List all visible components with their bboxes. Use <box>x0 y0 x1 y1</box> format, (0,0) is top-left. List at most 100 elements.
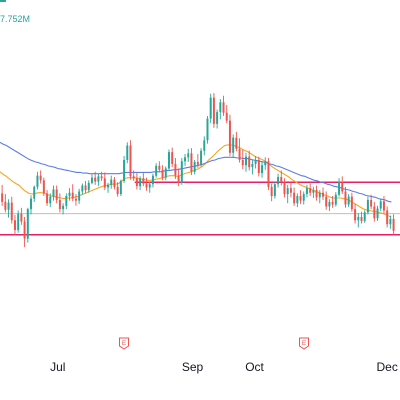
candle-body <box>341 181 344 192</box>
volume-readout: 7.752M <box>0 14 30 24</box>
candle <box>74 194 77 206</box>
chart-area[interactable]: 7.752M <box>0 0 400 354</box>
candle <box>347 194 350 208</box>
candle <box>20 207 23 225</box>
candle <box>382 196 385 214</box>
candle <box>97 173 100 187</box>
candle <box>107 182 110 193</box>
candle-body <box>200 150 203 165</box>
candle-body <box>261 165 264 174</box>
candle-body <box>164 168 167 178</box>
candle-body <box>331 201 334 205</box>
candle <box>33 185 36 202</box>
candle-body <box>305 188 308 195</box>
candle <box>379 198 382 212</box>
candle-body <box>264 161 267 166</box>
candle <box>309 183 312 197</box>
candle <box>87 180 90 193</box>
candle-body <box>228 120 231 153</box>
candle-body <box>219 102 222 113</box>
candle <box>334 192 337 207</box>
candle-body <box>347 196 350 205</box>
candle <box>158 161 161 173</box>
candle-body <box>90 177 93 183</box>
candle <box>296 193 299 208</box>
candle <box>389 215 392 229</box>
candle <box>228 114 231 157</box>
candle <box>148 181 151 193</box>
candle-body <box>116 186 119 195</box>
candle <box>338 178 341 197</box>
candle-body <box>334 194 337 205</box>
candle-body <box>360 216 363 221</box>
candle <box>10 196 13 224</box>
candle <box>36 171 39 190</box>
candle-body <box>174 163 177 176</box>
candle <box>151 173 154 188</box>
volume-readout-value: 7.752M <box>0 14 31 24</box>
candle <box>167 149 170 170</box>
price-chart[interactable] <box>0 0 400 354</box>
candle <box>280 170 283 186</box>
candle-body <box>161 169 164 178</box>
candle-body <box>62 205 65 210</box>
candle <box>142 173 145 187</box>
candle <box>203 136 206 156</box>
candle <box>270 183 273 202</box>
corner-mark <box>0 0 6 2</box>
candle <box>216 109 219 129</box>
candle-body <box>26 209 29 239</box>
candle-body <box>10 202 13 221</box>
candle <box>116 182 119 197</box>
candle <box>289 182 292 198</box>
candle-body <box>103 178 106 188</box>
ma_slow-line <box>0 141 392 203</box>
candle-body <box>68 192 71 197</box>
candle-body <box>119 180 122 195</box>
candle <box>55 185 58 204</box>
candle-body <box>142 178 145 184</box>
candle <box>187 148 190 162</box>
candle-body <box>65 196 68 206</box>
candle-body <box>232 137 235 153</box>
candle-body <box>171 152 174 164</box>
candle <box>90 174 93 185</box>
candle-body <box>7 202 10 210</box>
candle <box>341 176 344 195</box>
candle-body <box>167 152 170 169</box>
candle <box>161 165 164 181</box>
candle-body <box>254 159 257 164</box>
candle <box>373 201 376 222</box>
earnings-marker-icon[interactable]: E <box>298 337 309 350</box>
candle-body <box>267 161 270 187</box>
month-label: Oct <box>245 360 264 374</box>
candle-body <box>350 196 353 210</box>
candle <box>322 187 324 200</box>
candle <box>23 216 26 248</box>
candle <box>225 104 228 124</box>
candle <box>17 210 20 233</box>
candle <box>49 193 52 208</box>
candle <box>139 176 142 191</box>
candle-body <box>23 221 26 239</box>
earnings-marker-icon[interactable]: E <box>119 337 130 350</box>
candle <box>177 168 180 187</box>
candle-body <box>386 210 389 225</box>
candle <box>58 193 61 213</box>
candle-body <box>139 178 142 187</box>
candle-body <box>357 216 360 221</box>
candle <box>13 215 16 236</box>
candle-body <box>354 209 357 221</box>
candle-body <box>39 175 42 181</box>
candle-body <box>216 112 219 124</box>
candle-body <box>33 186 36 199</box>
candle-body <box>244 156 247 166</box>
candle-body <box>129 145 132 177</box>
candle-body <box>312 190 315 193</box>
candle <box>145 177 148 191</box>
candle <box>123 156 126 183</box>
month-label: Sep <box>181 360 204 374</box>
candle <box>363 210 366 223</box>
candle <box>196 154 199 168</box>
candle-body <box>302 194 305 201</box>
